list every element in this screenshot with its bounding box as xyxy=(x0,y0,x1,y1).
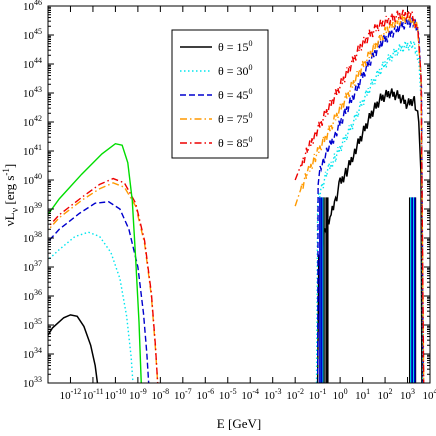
axis-ticks xyxy=(48,5,431,384)
y-tick-label: 1044 xyxy=(23,56,42,71)
legend-box xyxy=(171,29,269,159)
series-line xyxy=(48,314,99,383)
y-tick-label: 1034 xyxy=(23,346,42,361)
x-tick-label: 10-4 xyxy=(241,387,259,402)
x-tick-label: 10-1 xyxy=(309,387,327,402)
legend-label: θ = 300 xyxy=(218,63,253,78)
x-tick-label: 103 xyxy=(400,387,415,402)
legend-label: θ = 750 xyxy=(218,111,253,126)
y-tick-label: 1039 xyxy=(23,201,42,216)
y-tick-label: 1035 xyxy=(23,317,42,332)
legend-label: θ = 450 xyxy=(218,87,253,102)
y-tick-label: 1033 xyxy=(23,375,42,390)
y-tick-labels: 1033 1034 1035 1036 1037 1038 1039 1040 1041 1042… xyxy=(23,0,42,390)
y-tick-label: 1042 xyxy=(23,114,42,129)
x-tick-label: 10-6 xyxy=(196,387,214,402)
y-tick-label: 1043 xyxy=(23,85,42,100)
series-line xyxy=(48,142,142,383)
y-tick-label: 1046 xyxy=(23,0,42,13)
x-axis-label: E [GeV] xyxy=(217,416,261,431)
x-tick-label: 10-9 xyxy=(129,387,147,402)
y-tick-label: 1038 xyxy=(23,230,42,245)
series-line xyxy=(48,177,159,383)
x-tick-labels: 10-12 10-11 10-10 10-9 10-8 10-7 10-6 10-5 10-4 1… xyxy=(60,387,436,402)
x-tick-label: 10-5 xyxy=(219,387,237,402)
series-line xyxy=(48,201,150,383)
x-tick-label: 10-3 xyxy=(264,387,282,402)
x-tick-label: 10-12 xyxy=(60,387,82,402)
legend-label: θ = 150 xyxy=(218,39,253,54)
y-tick-label: 1037 xyxy=(23,259,42,274)
x-tick-label: 104 xyxy=(423,387,436,402)
x-tick-label: 102 xyxy=(378,387,393,402)
plot-frame xyxy=(47,5,431,384)
y-axis-label: νLν [erg s-1] xyxy=(1,164,21,226)
y-tick-label: 1045 xyxy=(23,27,42,42)
series-line xyxy=(316,88,423,383)
x-tick-label: 10-8 xyxy=(152,387,170,402)
y-tick-label: 1036 xyxy=(23,288,42,303)
legend: θ = 150 θ = 300 θ = 450 θ = 750 θ = 850 xyxy=(171,29,269,159)
data-curves xyxy=(48,8,425,383)
x-tick-label: 10-11 xyxy=(82,387,103,402)
x-tick-label: 10-10 xyxy=(105,387,127,402)
x-tick-label: 10-7 xyxy=(174,387,192,402)
y-tick-label: 1041 xyxy=(23,143,42,158)
y-tick-label: 1040 xyxy=(23,172,42,187)
x-tick-label: 100 xyxy=(333,387,348,402)
legend-label: θ = 850 xyxy=(218,135,253,150)
x-tick-label: 10-2 xyxy=(286,387,304,402)
x-tick-label: 101 xyxy=(355,387,370,402)
